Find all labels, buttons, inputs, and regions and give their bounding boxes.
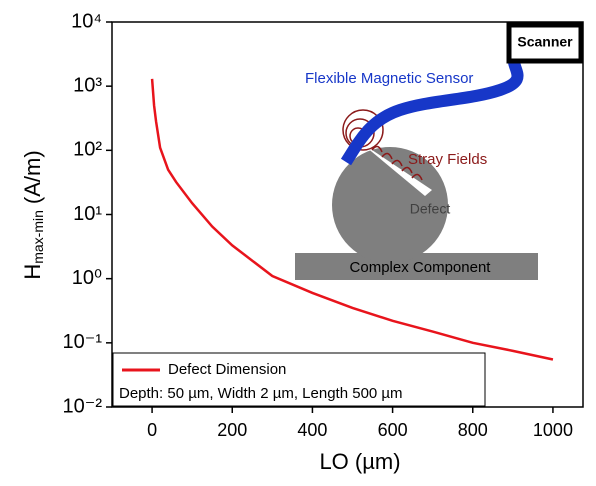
x-tick-label: 1000 bbox=[533, 420, 573, 440]
x-axis-label: LO (µm) bbox=[319, 449, 400, 474]
scanner-label: Scanner bbox=[517, 34, 573, 50]
defect-crack bbox=[360, 142, 432, 196]
sensor-strip bbox=[340, 57, 524, 166]
component-shape bbox=[295, 253, 538, 280]
y-tick-label: 10⁻² bbox=[63, 395, 103, 417]
y-tick-label: 10¹ bbox=[73, 203, 102, 225]
legend-label: Defect Dimension bbox=[168, 361, 286, 378]
stray-label: Stray Fields bbox=[408, 151, 487, 168]
inset-diagram: Scanner Flexible Magnetic Sensor Stray F… bbox=[295, 22, 584, 280]
y-tick-label: 10² bbox=[73, 139, 102, 161]
x-tick-label: 200 bbox=[217, 420, 247, 440]
component-label: Complex Component bbox=[350, 259, 492, 276]
defect-label: Defect bbox=[410, 201, 451, 217]
legend-box bbox=[112, 352, 486, 407]
scanner-box bbox=[506, 22, 584, 64]
y-axis-label: Hmax-min (A/m) bbox=[20, 150, 46, 279]
x-tick-label: 0 bbox=[147, 420, 157, 440]
x-tick-label: 600 bbox=[378, 420, 408, 440]
y-label-sub: max-min bbox=[30, 210, 46, 264]
y-label-unit: (A/m) bbox=[20, 150, 45, 204]
y-tick-label: 10⁴ bbox=[71, 10, 102, 32]
y-tick-label: 10⁻¹ bbox=[63, 331, 103, 353]
y-tick-label: 10³ bbox=[73, 74, 102, 96]
y-tick-label: 10⁰ bbox=[72, 267, 102, 289]
legend: Defect Dimension Depth: 50 µm, Width 2 µm… bbox=[112, 352, 486, 407]
sensor-label: Flexible Magnetic Sensor bbox=[305, 70, 473, 87]
x-tick-label: 400 bbox=[297, 420, 327, 440]
y-label-main: H bbox=[20, 264, 45, 280]
legend-note: Depth: 50 µm, Width 2 µm, Length 500 µm bbox=[119, 385, 403, 402]
data-line bbox=[150, 78, 554, 361]
x-tick-label: 800 bbox=[458, 420, 488, 440]
